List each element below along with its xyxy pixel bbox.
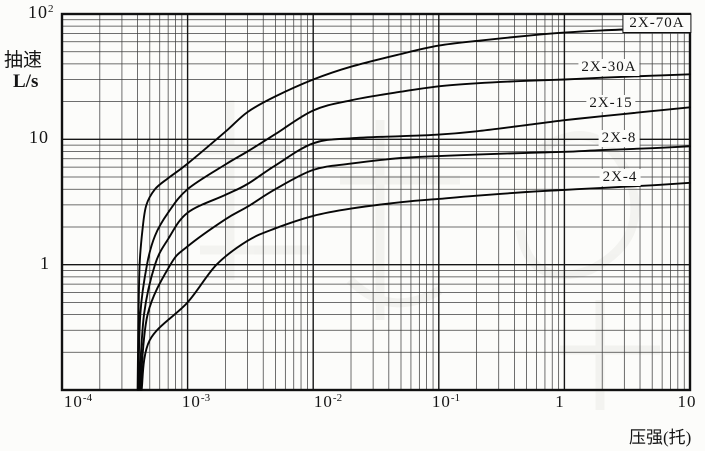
curve-label-2x-30a: 2X-30A	[578, 59, 640, 76]
y-axis-title-line2: L/s	[13, 71, 39, 92]
grid-minor	[62, 14, 690, 390]
curve-2x-4	[140, 181, 691, 391]
x-tick-1e-4: 10-4	[63, 392, 93, 411]
plot-border	[60, 12, 692, 392]
y-tick-100: 102	[28, 2, 54, 22]
curve-label-2x-8: 2X-8	[598, 130, 640, 147]
x-tick-1e-2: 10-2	[313, 392, 343, 411]
curve-label-2x-15: 2X-15	[586, 95, 636, 112]
y-axis-title-line1: 抽速	[4, 50, 43, 71]
x-tick-1e-3: 10-3	[181, 392, 211, 411]
curve-label-2x-4: 2X-4	[599, 169, 641, 186]
curve-2x-70a	[136, 26, 691, 391]
x-tick-10: 10	[677, 392, 697, 411]
x-axis-title: 压强(托)	[629, 428, 692, 447]
y-tick-10: 10	[29, 127, 49, 147]
curve-label-2x-70a: 2X-70A	[622, 14, 692, 33]
curve-2x-30a	[137, 73, 691, 391]
curve-2x-8	[139, 145, 691, 391]
y-tick-1: 1	[40, 253, 50, 273]
grid-major	[62, 14, 690, 390]
x-tick-1e-1: 10-1	[431, 392, 461, 411]
curve-2x-15	[138, 106, 691, 391]
x-tick-1: 1	[555, 392, 565, 411]
